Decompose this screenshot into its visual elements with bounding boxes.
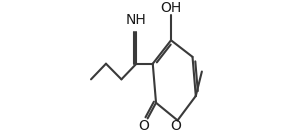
Text: OH: OH [160, 1, 182, 15]
Text: NH: NH [126, 13, 147, 27]
Text: O: O [138, 119, 149, 133]
Text: O: O [171, 119, 181, 133]
